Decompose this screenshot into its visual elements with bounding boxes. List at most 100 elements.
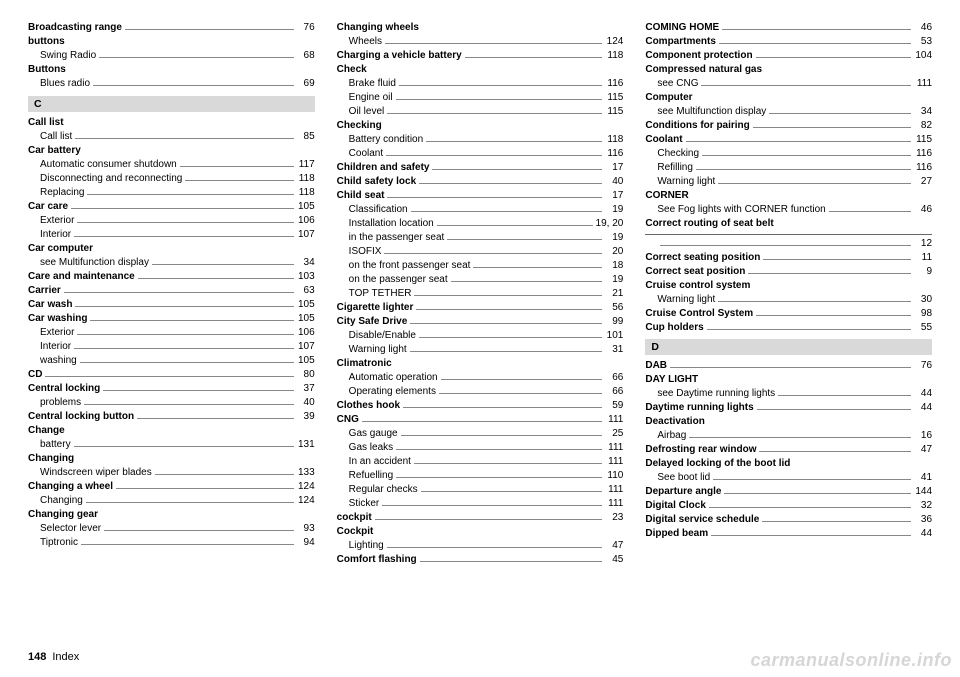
entry-label: Child safety lock xyxy=(337,176,416,188)
leader-dots xyxy=(396,449,602,450)
entry-page: 115 xyxy=(605,92,623,104)
leader-dots xyxy=(125,29,294,30)
entry-label: Compressed natural gas xyxy=(645,64,762,76)
entry-page: 116 xyxy=(605,148,623,160)
entry-page: 55 xyxy=(914,322,932,334)
index-entry: Regular checks111 xyxy=(337,484,624,496)
separator-line xyxy=(645,234,932,235)
leader-dots xyxy=(711,535,911,536)
leader-dots xyxy=(103,390,293,391)
leader-dots xyxy=(411,211,603,212)
leader-dots xyxy=(155,474,294,475)
index-entry: Selector lever93 xyxy=(28,523,315,535)
leader-dots xyxy=(778,395,911,396)
index-entry: Sticker111 xyxy=(337,498,624,510)
index-entry: see Multifunction display34 xyxy=(645,106,932,118)
entry-page: 101 xyxy=(605,330,623,342)
index-entry: see Daytime running lights44 xyxy=(645,388,932,400)
leader-dots xyxy=(722,29,911,30)
entry-label: Selector lever xyxy=(40,523,101,535)
index-entry: CORNER xyxy=(645,190,932,202)
entry-label: Disconnecting and reconnecting xyxy=(40,173,182,185)
entry-label: Carrier xyxy=(28,285,61,297)
entry-label: Engine oil xyxy=(349,92,393,104)
leader-dots xyxy=(382,505,602,506)
entry-label: see Daytime running lights xyxy=(657,388,775,400)
index-entry: Installation location19, 20 xyxy=(337,218,624,230)
entry-page: 59 xyxy=(605,400,623,412)
index-entry: City Safe Drive99 xyxy=(337,316,624,328)
entry-label: Blues radio xyxy=(40,78,90,90)
entry-label: Broadcasting range xyxy=(28,22,122,34)
entry-page: 111 xyxy=(605,414,623,426)
index-entry: Interior107 xyxy=(28,229,315,241)
index-entry: COMING HOME46 xyxy=(645,22,932,34)
entry-page: 124 xyxy=(297,495,315,507)
leader-dots xyxy=(399,85,602,86)
entry-page: 106 xyxy=(297,327,315,339)
entry-page: 44 xyxy=(914,402,932,414)
index-entry: Departure angle144 xyxy=(645,486,932,498)
leader-dots xyxy=(362,421,602,422)
leader-dots xyxy=(419,183,602,184)
entry-label: Check xyxy=(337,64,367,76)
entry-page: 98 xyxy=(914,308,932,320)
entry-label: Car wash xyxy=(28,299,72,311)
index-entry: Exterior106 xyxy=(28,215,315,227)
leader-dots xyxy=(437,225,593,226)
entry-label: DAB xyxy=(645,360,667,372)
entry-label: Child seat xyxy=(337,190,385,202)
index-entry: Digital Clock32 xyxy=(645,500,932,512)
index-entry: Coolant115 xyxy=(645,134,932,146)
index-entry: Correct routing of seat belt xyxy=(645,218,932,230)
entry-label: battery xyxy=(40,439,71,451)
leader-dots xyxy=(719,43,911,44)
leader-dots xyxy=(74,236,294,237)
index-entry: Disconnecting and reconnecting118 xyxy=(28,173,315,185)
index-entry: DAY LIGHT xyxy=(645,374,932,386)
entry-label: Interior xyxy=(40,341,71,353)
entry-label: Lighting xyxy=(349,540,384,552)
entry-page: 19 xyxy=(605,232,623,244)
entry-page: 99 xyxy=(605,316,623,328)
entry-label: Warning light xyxy=(349,344,407,356)
entry-label: Deactivation xyxy=(645,416,704,428)
entry-page: 17 xyxy=(605,190,623,202)
index-entry: Computer xyxy=(645,92,932,104)
entry-page: 56 xyxy=(605,302,623,314)
index-entry: Exterior106 xyxy=(28,327,315,339)
index-entry: Care and maintenance103 xyxy=(28,271,315,283)
index-entry: Changing xyxy=(28,453,315,465)
index-entry: CNG111 xyxy=(337,414,624,426)
entry-label: Clothes hook xyxy=(337,400,400,412)
index-entry: Blues radio69 xyxy=(28,78,315,90)
index-entry: Replacing118 xyxy=(28,187,315,199)
entry-page: 31 xyxy=(605,344,623,356)
index-entry: Delayed locking of the boot lid xyxy=(645,458,932,470)
index-entry: Cruise control system xyxy=(645,280,932,292)
leader-dots xyxy=(93,85,294,86)
entry-page: 19 xyxy=(605,204,623,216)
index-entry: Carrier63 xyxy=(28,285,315,297)
leader-dots xyxy=(396,477,602,478)
entry-label: Wheels xyxy=(349,36,382,48)
entry-page: 37 xyxy=(297,383,315,395)
entry-page: 45 xyxy=(605,554,623,566)
entry-label: Airbag xyxy=(657,430,686,442)
index-entry: Charging a vehicle battery118 xyxy=(337,50,624,62)
entry-page: 105 xyxy=(297,201,315,213)
entry-label: Replacing xyxy=(40,187,84,199)
index-entry: on the passenger seat19 xyxy=(337,274,624,286)
page-number: 148 xyxy=(28,651,46,663)
index-entry: Children and safety17 xyxy=(337,162,624,174)
index-entry: Swing Radio68 xyxy=(28,50,315,62)
entry-label: Gas leaks xyxy=(349,442,393,454)
index-entry: Clothes hook 59 xyxy=(337,400,624,412)
entry-label: Climatronic xyxy=(337,358,392,370)
index-entry: Engine oil 115 xyxy=(337,92,624,104)
leader-dots xyxy=(410,323,602,324)
index-entry: Coolant116 xyxy=(337,148,624,160)
leader-dots xyxy=(762,521,911,522)
entry-page: 110 xyxy=(605,470,623,482)
leader-dots xyxy=(77,222,293,223)
